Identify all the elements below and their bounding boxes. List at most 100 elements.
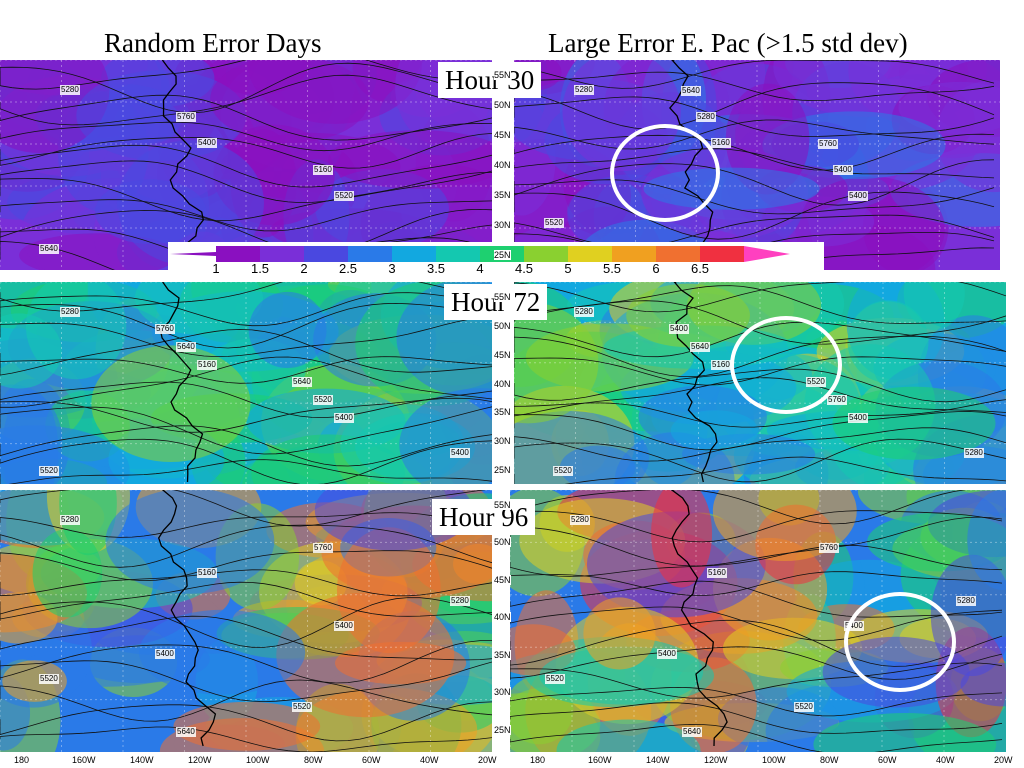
height-contour [0, 62, 492, 114]
colorbar-low-arrow [170, 252, 216, 256]
height-contour [0, 302, 492, 349]
highlight-circle-hour30 [610, 124, 720, 222]
latitude-label: 30N [494, 687, 511, 698]
latitude-label: 25N [494, 250, 511, 260]
colorbar-tick-label: 2.5 [338, 261, 358, 276]
field-blob [813, 713, 997, 752]
longitude-label: 20W [478, 755, 497, 765]
contour-value-label: 5280 [570, 515, 590, 525]
header-large-error-epac: Large Error E. Pac (>1.5 std dev) [540, 26, 916, 60]
contour-value-label: 5520 [794, 702, 814, 712]
field-blob [967, 490, 1006, 591]
colorbar-segment [524, 246, 568, 262]
contour-value-label: 5520 [334, 191, 354, 201]
height-contour [0, 406, 492, 455]
longitude-label: 20W [994, 755, 1013, 765]
height-contour [510, 686, 1003, 717]
contour-value-label: 5640 [176, 342, 196, 352]
height-contour [514, 148, 995, 179]
contour-value-label: 5520 [292, 702, 312, 712]
height-contour [514, 214, 995, 248]
contour-value-label: 5280 [956, 596, 976, 606]
contour-value-label: 5640 [681, 86, 701, 96]
height-contour [0, 438, 492, 484]
contour-value-label: 5160 [197, 568, 217, 578]
contour-value-label: 5760 [176, 112, 196, 122]
contour-value-label: 5520 [545, 674, 565, 684]
height-contour [0, 512, 492, 538]
map-panel-random-hour30: 5280 5400 5520 5640 5760 5160 [0, 60, 492, 270]
contour-value-label: 5160 [711, 360, 731, 370]
contour-value-label: 5400 [155, 649, 175, 659]
height-contour [0, 679, 492, 722]
latitude-label: 25N [494, 724, 511, 735]
contour-value-label: 5400 [669, 324, 689, 334]
longitude-label: 180 [14, 755, 30, 765]
field-blob [725, 83, 810, 195]
height-contour [0, 425, 492, 467]
height-contour [0, 615, 492, 661]
height-contour [0, 199, 492, 232]
field-blob [248, 291, 327, 369]
height-contour [0, 329, 492, 376]
contour-value-label: 5520 [553, 466, 573, 476]
colorbar-segment [656, 246, 700, 262]
height-contour [510, 544, 1003, 577]
height-contour [0, 524, 492, 568]
latitude-label: 35N [494, 649, 511, 660]
height-contour [0, 316, 492, 358]
contour-value-label: 5400 [334, 413, 354, 423]
map-panel-large-hour30: 528051605400552052805400552056405760 [514, 60, 1000, 270]
height-contour [514, 411, 1006, 451]
field-blob [134, 282, 263, 335]
colorbar-segment [436, 246, 480, 262]
latitude-label: 55N [494, 292, 511, 302]
height-contour [0, 160, 492, 204]
longitude-label: 160W [72, 755, 96, 765]
contour-value-label: 5400 [833, 165, 853, 175]
map-panel-random-hour72: 5280 5160 5400 5520 5640 5520 5400 5760 5640 [0, 282, 492, 484]
latitude-label: 50N [494, 100, 511, 110]
latitude-label: 45N [494, 349, 511, 360]
field-blob [315, 169, 450, 250]
contour-value-label: 5640 [690, 342, 710, 352]
longitude-label: 60W [878, 755, 897, 765]
latitude-label: 30N [494, 220, 511, 230]
field-blob [2, 660, 67, 702]
height-contour [0, 640, 492, 684]
height-contour [514, 82, 995, 130]
colorbar-high-arrow [744, 246, 790, 262]
colorbar-tick-label: 6.5 [690, 261, 710, 276]
map-panel-random-hour96: 5280 5160 5400 5520 5640 5760 5280 5400 5520 [0, 490, 492, 752]
contour-value-label: 5520 [544, 218, 564, 228]
hour-label-96: Hour 96 [432, 499, 536, 535]
longitude-label: 100W [762, 755, 786, 765]
latitude-label: 50N [494, 537, 511, 548]
contour-value-label: 5640 [39, 244, 59, 254]
height-contour [510, 571, 1003, 597]
height-contour [0, 208, 492, 254]
height-contour [514, 71, 995, 102]
longitude-label: 80W [820, 755, 839, 765]
colorbar-tick-label: 3 [388, 261, 396, 276]
colorbar-segment [216, 246, 260, 262]
height-contour [0, 237, 492, 270]
height-contour [0, 660, 492, 703]
height-contour [0, 701, 492, 742]
height-contour [0, 356, 492, 408]
contour-value-label: 5400 [197, 138, 217, 148]
coastline [157, 490, 217, 747]
longitude-label: 120W [704, 755, 728, 765]
field-blob [583, 597, 656, 670]
height-contour [0, 144, 492, 188]
height-contour [514, 96, 995, 137]
height-contour [514, 399, 1006, 428]
colorbar-segment [260, 246, 304, 262]
colorbar-tick-label: 5 [564, 261, 572, 276]
latitude-label: 40N [494, 612, 511, 623]
contour-value-label: 5520 [39, 466, 59, 476]
coastline [673, 282, 718, 483]
height-contour [514, 191, 995, 240]
latitude-label: 55N [494, 500, 511, 510]
contour-value-label: 5760 [818, 139, 838, 149]
